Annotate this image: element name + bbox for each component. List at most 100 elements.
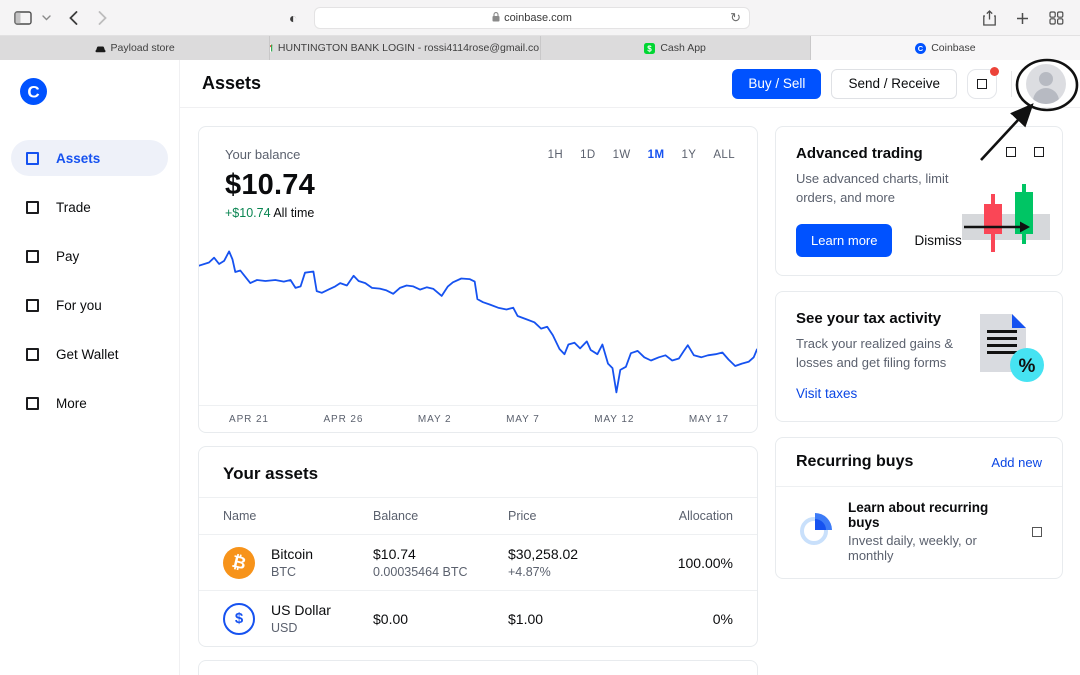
assets-table-header: Name Balance Price Allocation — [199, 498, 757, 535]
svg-text:C: C — [27, 83, 39, 102]
coinbase-logo[interactable]: C — [20, 78, 179, 110]
buy-sell-button[interactable]: Buy / Sell — [732, 68, 822, 99]
dismiss-button[interactable]: Dismiss — [914, 232, 962, 248]
recurring-buys-learn-item[interactable]: Learn about recurring buys Invest daily,… — [776, 487, 1062, 578]
asset-name: Bitcoin — [271, 546, 314, 562]
recurring-pie-icon — [796, 510, 834, 553]
recurring-buys-card: Recurring buys Add new — [775, 437, 1063, 580]
tab-bar: Payload store HUNTINGTON BANK LOGIN - ro… — [0, 36, 1080, 60]
tab-cash-app[interactable]: $ Cash App — [541, 36, 811, 60]
x-tick: MAY 2 — [417, 413, 452, 425]
placeholder-icon[interactable] — [1006, 147, 1016, 157]
sidebar-item-label: Get Wallet — [56, 346, 119, 362]
svg-text:C: C — [918, 44, 924, 53]
balance-change: +$10.74 All time — [225, 206, 315, 220]
col-balance[interactable]: Balance — [373, 509, 419, 523]
sidebar-item-label: More — [56, 395, 87, 411]
balance-amount: $10.74 — [225, 169, 315, 201]
add-new-link[interactable]: Add new — [991, 454, 1042, 470]
page-title: Assets — [202, 73, 262, 93]
reload-icon[interactable]: ↻ — [730, 10, 741, 25]
asset-row-us-dollar[interactable]: $ US Dollar USD $0.00 $1.00 — [199, 591, 757, 646]
sidebar-item-label: For you — [56, 297, 102, 313]
sidebar-toggle-icon[interactable] — [14, 10, 32, 25]
notifications-button[interactable] — [967, 66, 999, 99]
balance-chart-line — [198, 250, 758, 394]
col-allocation[interactable]: Allocation — [678, 509, 733, 523]
range-1d[interactable]: 1D — [580, 149, 596, 161]
asset-row-bitcoin[interactable]: ₿ Bitcoin BTC $10.74 0.00035464 BTC — [199, 535, 757, 591]
advanced-trading-description: Use advanced charts, limit orders, and m… — [796, 171, 949, 205]
advanced-trading-card: Advanced trading Use advanced charts, li… — [775, 126, 1063, 276]
range-1m-selected[interactable]: 1M — [647, 149, 665, 161]
profile-avatar[interactable] — [1026, 63, 1066, 104]
square-placeholder-icon — [26, 151, 39, 165]
col-price[interactable]: Price — [508, 509, 537, 523]
range-all[interactable]: ALL — [713, 149, 735, 161]
tab-coinbase[interactable]: C Coinbase — [810, 36, 1080, 60]
tax-title: See your tax activity — [796, 309, 942, 327]
browser-toolbar: ◐ coinbase.com ↻ — [0, 0, 1080, 36]
visit-taxes-link[interactable]: Visit taxes — [796, 386, 858, 402]
sidebar-item-pay[interactable]: Pay — [11, 238, 168, 274]
range-1h[interactable]: 1H — [547, 149, 564, 161]
recurring-item-title: Learn about recurring buys — [848, 500, 989, 531]
square-placeholder-icon — [26, 396, 39, 410]
square-placeholder-icon — [26, 347, 39, 361]
svg-text:%: % — [1019, 356, 1036, 377]
usd-icon: $ — [223, 602, 255, 635]
your-assets-title: Your assets — [223, 464, 319, 483]
tab-title: Cash App — [660, 42, 706, 54]
new-tab-icon[interactable] — [1016, 12, 1029, 25]
sidebar-chevron-down-icon[interactable] — [42, 14, 51, 21]
asset-price-change: +4.87% — [508, 565, 551, 579]
candlestick-chart-icon — [962, 182, 1050, 261]
lock-icon — [492, 11, 500, 25]
x-tick: MAY 12 — [594, 413, 635, 425]
balance-label: Your balance — [225, 147, 301, 162]
send-receive-button[interactable]: Send / Receive — [831, 68, 957, 99]
tab-overview-icon[interactable] — [1049, 11, 1064, 25]
placeholder-icon[interactable] — [1034, 147, 1044, 157]
asset-balance-crypto: 0.00035464 BTC — [373, 565, 468, 579]
x-tick: APR 21 — [229, 413, 269, 425]
asset-price: $1.00 — [508, 610, 544, 627]
sidebar-item-label: Pay — [56, 248, 80, 264]
asset-price: $30,258.02 — [508, 546, 579, 562]
back-button[interactable] — [69, 10, 78, 25]
recurring-buys-title: Recurring buys — [796, 453, 914, 471]
range-1w[interactable]: 1W — [612, 149, 631, 161]
learn-more-button[interactable]: Learn more — [796, 223, 893, 257]
range-1y[interactable]: 1Y — [681, 149, 697, 161]
x-tick: MAY 17 — [688, 413, 729, 425]
forward-button[interactable] — [98, 10, 107, 25]
asset-balance-fiat: $0.00 — [373, 610, 409, 627]
asset-symbol: USD — [271, 621, 298, 635]
x-tick: MAY 7 — [506, 413, 540, 425]
share-icon[interactable] — [983, 10, 996, 26]
sidebar-item-for-you[interactable]: For you — [11, 287, 168, 323]
avatar-person-icon — [1039, 71, 1053, 86]
tab-title: HUNTINGTON BANK LOGIN - rossi4114rose@gm… — [277, 42, 541, 54]
sidebar-item-get-wallet[interactable]: Get Wallet — [11, 336, 168, 372]
sidebar-item-label: Assets — [56, 150, 101, 166]
tab-title: Coinbase — [931, 42, 976, 54]
tab-huntington-bank[interactable]: HUNTINGTON BANK LOGIN - rossi4114rose@gm… — [270, 36, 541, 60]
col-name[interactable]: Name — [223, 509, 257, 523]
advanced-trading-title: Advanced trading — [796, 145, 923, 162]
time-range-selector: 1H 1D 1W 1M 1Y ALL — [548, 149, 735, 161]
sidebar-item-trade[interactable]: Trade — [11, 189, 168, 225]
asset-allocation: 100.00% — [677, 554, 733, 571]
sidebar-item-more[interactable]: More — [11, 385, 168, 421]
header-divider — [1011, 70, 1012, 97]
balance-card: Your balance 1H 1D 1W 1M 1Y ALL $10.74 +… — [198, 126, 758, 433]
x-tick: APR 26 — [323, 413, 364, 425]
privacy-shield-icon[interactable]: ◐ — [289, 10, 298, 26]
balance-chart[interactable] — [198, 230, 758, 405]
address-bar[interactable]: coinbase.com ↻ — [314, 7, 750, 29]
square-placeholder-icon — [26, 249, 39, 263]
asset-symbol: BTC — [271, 565, 296, 579]
sidebar-item-assets[interactable]: Assets — [11, 140, 168, 176]
asset-name: US Dollar — [271, 602, 331, 618]
tab-payload-store[interactable]: Payload store — [0, 36, 271, 60]
